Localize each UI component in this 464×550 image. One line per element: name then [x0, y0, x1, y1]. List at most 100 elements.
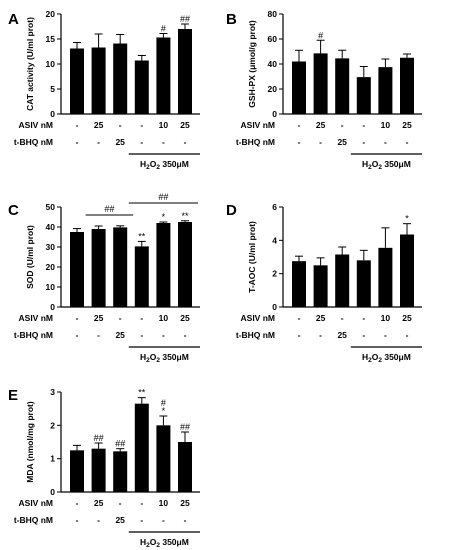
y-tick-label: 3: [50, 387, 55, 397]
condition-cell: 25: [94, 313, 104, 323]
condition-cell: 25: [115, 515, 125, 525]
bracket-label: ##: [104, 204, 114, 214]
h2o2-label-part: H: [140, 537, 146, 547]
condition-row-label: ASIV nM: [19, 498, 53, 508]
h2o2-label-part: 350μM: [160, 159, 189, 169]
y-tick-label: 50: [46, 202, 56, 212]
bar: [313, 53, 328, 114]
condition-cell: -: [97, 137, 100, 147]
significance-mark: *: [405, 214, 409, 224]
condition-cell: -: [76, 120, 79, 130]
condition-cell: -: [119, 120, 122, 130]
y-axis-label: T-AOC (U/ml prot): [247, 221, 257, 293]
significance-mark: *: [162, 212, 166, 222]
significance-mark: **: [181, 211, 189, 221]
panel-letter: E: [8, 387, 18, 404]
y-tick-label: 5: [50, 84, 55, 94]
bar: [335, 254, 350, 307]
bar: [134, 60, 149, 114]
condition-cell: -: [76, 498, 79, 508]
significance-mark: #: [161, 398, 166, 408]
y-tick-label: 0: [50, 109, 55, 119]
h2o2-label-part: H: [140, 352, 146, 362]
y-tick-label: 80: [268, 9, 278, 19]
h2o2-label-part: 2: [156, 164, 160, 171]
bar: [356, 77, 371, 114]
condition-cell: -: [76, 137, 79, 147]
condition-cell: -: [76, 515, 79, 525]
significance-mark: ##: [94, 433, 104, 443]
y-tick-label: 0: [50, 487, 55, 497]
bar: [400, 57, 414, 114]
condition-cell: -: [319, 137, 322, 147]
condition-row-label: t-BHQ nM: [14, 330, 53, 340]
panel-letter: D: [226, 202, 237, 219]
y-axis-label: GSH-PX (μmol/g prot): [247, 20, 257, 108]
y-tick-label: 60: [268, 34, 278, 44]
panel-d: D 0 2 4 6 T-AOC (U/ml prot) * ASIV nM - 25 - - 10 25 t…: [226, 202, 422, 364]
condition-cell: 25: [180, 120, 190, 130]
h2o2-label-part: O: [150, 352, 157, 362]
bar: [378, 247, 393, 307]
condition-cell: -: [406, 330, 409, 340]
bar: [156, 425, 171, 492]
bar: [178, 29, 192, 114]
condition-cell: -: [184, 515, 187, 525]
condition-cell: 25: [94, 498, 104, 508]
bar: [70, 48, 84, 114]
y-tick-label: 1: [50, 454, 55, 464]
h2o2-label-part: H: [362, 159, 368, 169]
bar: [313, 265, 328, 307]
bar: [134, 403, 149, 492]
condition-cell: -: [384, 330, 387, 340]
condition-row-label: t-BHQ nM: [14, 137, 53, 147]
condition-row-label: t-BHQ nM: [14, 515, 53, 525]
h2o2-label-part: 2: [368, 164, 372, 171]
h2o2-label-part: H: [362, 352, 368, 362]
condition-cell: -: [319, 330, 322, 340]
condition-cell: -: [184, 330, 187, 340]
bar: [113, 43, 128, 114]
condition-cell: -: [384, 137, 387, 147]
h2o2-label-part: 2: [368, 357, 372, 364]
condition-cell: 10: [381, 120, 391, 130]
condition-cell: 25: [115, 137, 125, 147]
condition-cell: 10: [159, 498, 169, 508]
bar: [292, 61, 306, 114]
condition-cell: 25: [115, 330, 125, 340]
bar: [292, 261, 306, 307]
h2o2-label: H2O2 350μM: [140, 159, 189, 171]
bracket-label: ##: [158, 192, 168, 202]
bar: [70, 450, 84, 492]
bar: [356, 260, 371, 307]
condition-cell: -: [298, 120, 301, 130]
y-tick-label: 10: [46, 282, 56, 292]
y-tick-label: 0: [272, 109, 277, 119]
y-tick-label: 40: [268, 59, 278, 69]
bar: [378, 67, 393, 114]
h2o2-label-part: O: [372, 352, 379, 362]
bar: [113, 227, 128, 307]
condition-cell: -: [162, 330, 165, 340]
y-tick-label: 0: [272, 302, 277, 312]
condition-cell: -: [362, 120, 365, 130]
condition-cell: 25: [337, 330, 347, 340]
bar: [113, 451, 128, 492]
y-tick-label: 4: [272, 235, 277, 245]
bar: [400, 234, 414, 307]
h2o2-label-part: 2: [146, 357, 150, 364]
h2o2-label: H2O2 350μM: [140, 352, 189, 364]
h2o2-label-part: 350μM: [382, 159, 411, 169]
significance-mark: #: [161, 24, 166, 34]
panel-letter: C: [8, 202, 19, 219]
condition-cell: 25: [402, 313, 412, 323]
y-tick-label: 0: [50, 302, 55, 312]
condition-row-label: t-BHQ nM: [236, 330, 275, 340]
h2o2-label-part: 2: [156, 542, 160, 549]
bar: [91, 448, 106, 492]
condition-cell: -: [140, 498, 143, 508]
condition-cell: -: [140, 137, 143, 147]
condition-cell: -: [406, 137, 409, 147]
